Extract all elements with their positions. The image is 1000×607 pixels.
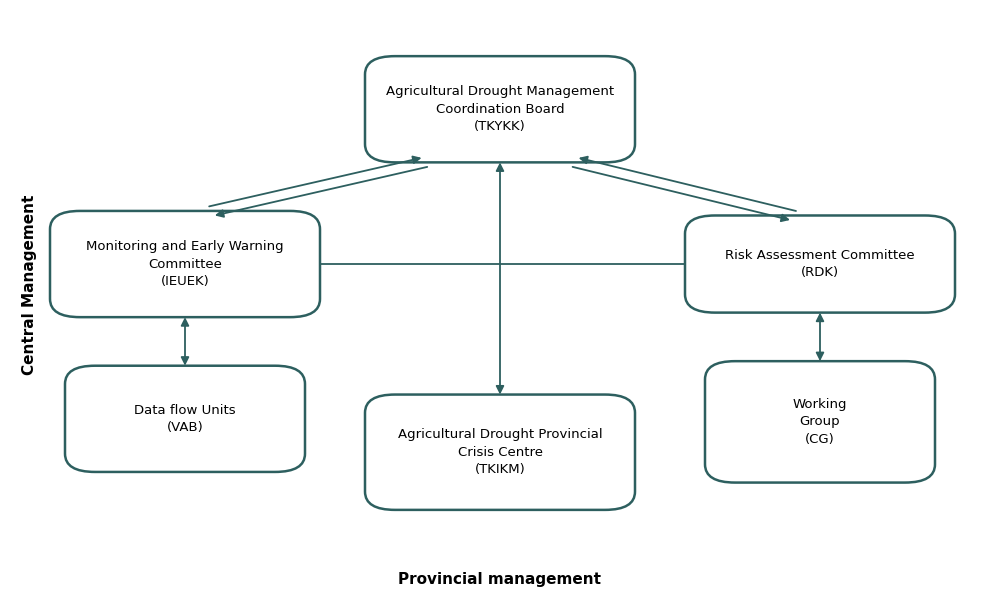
Text: Working
Group
(CG): Working Group (CG): [793, 398, 847, 446]
Text: Provincial management: Provincial management: [398, 572, 602, 587]
Text: Agricultural Drought Provincial
Crisis Centre
(TKIKM): Agricultural Drought Provincial Crisis C…: [398, 428, 602, 476]
Text: Central Management: Central Management: [22, 195, 38, 376]
Text: Agricultural Drought Management
Coordination Board
(TKYKK): Agricultural Drought Management Coordina…: [386, 85, 614, 134]
FancyBboxPatch shape: [705, 361, 935, 483]
FancyBboxPatch shape: [65, 365, 305, 472]
FancyBboxPatch shape: [365, 395, 635, 510]
FancyBboxPatch shape: [365, 56, 635, 163]
Text: Data flow Units
(VAB): Data flow Units (VAB): [134, 404, 236, 434]
Text: Risk Assessment Committee
(RDK): Risk Assessment Committee (RDK): [725, 249, 915, 279]
FancyBboxPatch shape: [685, 215, 955, 313]
FancyBboxPatch shape: [50, 211, 320, 317]
Text: Monitoring and Early Warning
Committee
(IEUEK): Monitoring and Early Warning Committee (…: [86, 240, 284, 288]
